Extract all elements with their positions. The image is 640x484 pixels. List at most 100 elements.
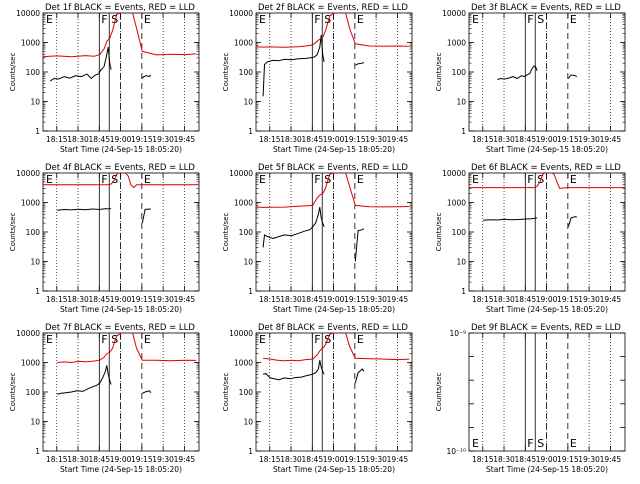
y-tick-label: 1000 [234,39,253,48]
x-axis-label: Start Time (24-Sep-15 18:05:20) [273,465,395,474]
y-tick-label: 100 [26,388,41,397]
y-tick-label: 1 [461,287,466,296]
y-tick-label: 10000 [16,329,40,338]
lld-series-line [256,13,410,48]
y-tick-label: 10⁻⁹ [449,329,466,338]
y-tick-label: 1 [248,447,253,456]
x-tick-label: 18:15 [46,295,68,304]
marker-label: E [46,173,53,186]
y-tick-label: 100 [26,228,41,237]
y-axis-label: Counts/sec [222,213,230,252]
y-tick-label: 10000 [229,9,253,18]
y-tick-label: 1 [35,447,40,456]
y-tick-label: 1000 [447,39,466,48]
y-tick-label: 100 [239,68,254,77]
chart-title: Det 7f BLACK = Events, RED = LLD [45,323,195,333]
y-tick-label: 1 [248,287,253,296]
marker-label: E [144,13,151,26]
plot-frame [42,172,200,292]
marker-label: E [357,173,364,186]
plot-frame [255,332,413,452]
x-tick-label: 19:15 [344,455,366,464]
plot-frame [255,12,413,132]
x-tick-label: 19:00 [110,455,132,464]
x-tick-label: 18:30 [493,455,515,464]
y-tick-label: 100 [452,68,467,77]
marker-label: E [357,333,364,346]
x-tick-label: 19:30 [365,295,387,304]
plot-frame [255,172,413,292]
x-tick-label: 18:15 [259,295,281,304]
y-tick-label: 10 [243,418,253,427]
x-tick-label: 19:00 [536,135,558,144]
x-axis-label: Start Time (24-Sep-15 18:05:20) [486,305,608,314]
x-tick-label: 19:45 [387,295,409,304]
x-tick-label: 19:15 [344,295,366,304]
y-tick-label: 1 [248,127,253,136]
x-tick-label: 18:45 [514,455,536,464]
y-tick-label: 1000 [234,199,253,208]
x-tick-label: 19:30 [152,295,174,304]
y-tick-label: 10000 [16,9,40,18]
x-tick-label: 19:30 [152,455,174,464]
x-tick-label: 18:30 [280,135,302,144]
x-tick-label: 18:45 [88,135,110,144]
events-series-line [483,216,577,227]
x-tick-label: 18:45 [301,135,323,144]
x-tick-label: 19:30 [578,295,600,304]
marker-label: E [46,13,53,26]
x-tick-label: 19:00 [110,135,132,144]
x-tick-label: 18:45 [514,295,536,304]
x-tick-label: 18:15 [472,455,494,464]
x-tick-label: 19:30 [578,135,600,144]
marker-label: E [570,13,577,26]
marker-label: E [570,173,577,186]
plot-frame [42,12,200,132]
marker-label: F [314,173,320,186]
x-tick-label: 19:45 [387,135,409,144]
y-axis-label: Counts/sec [9,213,17,252]
x-tick-label: 19:00 [110,295,132,304]
events-series-line [262,360,365,384]
y-tick-label: 10 [243,258,253,267]
x-axis-label: Start Time (24-Sep-15 18:05:20) [60,305,182,314]
marker-label: S [537,437,544,450]
x-tick-label: 19:15 [344,135,366,144]
chart-title: Det 9f BLACK = Events, RED = LLD [471,323,621,333]
chart-title: Det 5f BLACK = Events, RED = LLD [258,163,408,173]
x-axis-label: Start Time (24-Sep-15 18:05:20) [60,465,182,474]
x-tick-label: 19:45 [387,455,409,464]
marker-label: E [46,333,53,346]
y-axis-label: Counts/sec [222,373,230,412]
x-axis-label: Start Time (24-Sep-15 18:05:20) [486,145,608,154]
y-tick-label: 1 [35,127,40,136]
x-axis-label: Start Time (24-Sep-15 18:05:20) [273,145,395,154]
y-axis-label: Counts/sec [435,373,443,412]
x-axis-label: Start Time (24-Sep-15 18:05:20) [60,145,182,154]
marker-label: S [111,333,118,346]
marker-label: E [472,437,479,450]
x-tick-label: 19:30 [578,455,600,464]
x-tick-label: 19:45 [174,295,196,304]
x-tick-label: 18:15 [46,135,68,144]
events-series-line [262,34,364,97]
y-tick-label: 10000 [442,169,466,178]
marker-label: F [314,333,320,346]
chart-title: Det 3f BLACK = Events, RED = LLD [471,3,621,13]
x-tick-label: 19:15 [557,135,579,144]
x-tick-label: 19:15 [131,295,153,304]
x-tick-label: 18:15 [259,455,281,464]
x-tick-label: 19:15 [557,455,579,464]
marker-label: F [527,13,533,26]
x-tick-label: 18:30 [493,295,515,304]
marker-label: E [472,173,479,186]
x-axis-label: Start Time (24-Sep-15 18:05:20) [273,305,395,314]
x-tick-label: 18:45 [301,295,323,304]
chart-panel-9: Det 9f BLACK = Events, RED = LLD E F S E 10⁻¹… [435,323,626,474]
x-tick-label: 19:00 [323,135,345,144]
y-axis-label: Counts/sec [435,53,443,92]
